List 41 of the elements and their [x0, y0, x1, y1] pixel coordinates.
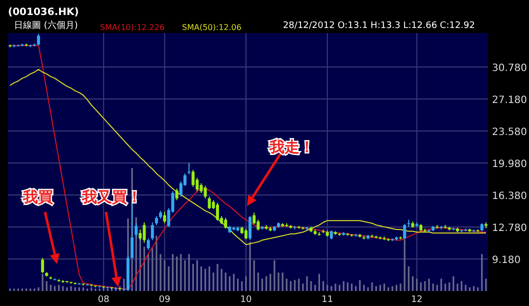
candlestick — [138, 228, 142, 241]
y-tick-label: 12.780 — [492, 222, 527, 234]
text: SMA(50):12.06 — [182, 23, 242, 32]
text: SMA(10):12.226 — [100, 23, 165, 32]
candlestick — [204, 185, 207, 199]
candlestick — [37, 33, 40, 46]
candlestick — [150, 222, 154, 241]
y-tick-label: 9.180 — [492, 254, 521, 266]
annotation: 我走！ — [268, 138, 314, 156]
y-tick-label: 23.580 — [492, 126, 527, 138]
chart-title: (001036.HK) — [8, 7, 79, 18]
text: 28/12/2012 O:13.1 H:13.3 L:12.66 C:12.92 — [282, 21, 475, 31]
candlestick — [146, 238, 150, 250]
x-tick-label: 08 — [98, 295, 110, 305]
candlestick — [142, 222, 146, 244]
candlestick — [175, 188, 178, 201]
candlestick — [244, 228, 248, 240]
x-tick-label: 10 — [240, 295, 252, 305]
candlestick — [163, 211, 166, 224]
candlestick — [224, 217, 228, 230]
candlestick — [403, 224, 406, 240]
y-tick-label: 19.980 — [492, 158, 527, 170]
x-tick-label: 12 — [411, 295, 423, 305]
candlestick — [216, 202, 219, 222]
candlestick — [41, 257, 44, 274]
chart-subtitle: 日線圖 (六個月) — [14, 20, 78, 31]
candlestick — [256, 219, 260, 231]
candlestick — [134, 222, 138, 238]
candlestick — [192, 169, 195, 188]
annotation: 我又買！ — [81, 188, 142, 206]
x-tick-label: 11 — [322, 295, 334, 305]
x-tick-label: 09 — [158, 295, 171, 305]
annotation: 我買 — [22, 188, 53, 206]
y-tick-label: 30.780 — [492, 62, 527, 74]
y-tick-label: 27.180 — [492, 94, 527, 106]
line-series — [10, 68, 486, 246]
y-tick-label: 16.380 — [492, 190, 527, 202]
candlestick — [248, 216, 252, 241]
candlestick — [200, 182, 203, 194]
candlestick — [188, 162, 191, 175]
candlestick — [208, 196, 211, 210]
